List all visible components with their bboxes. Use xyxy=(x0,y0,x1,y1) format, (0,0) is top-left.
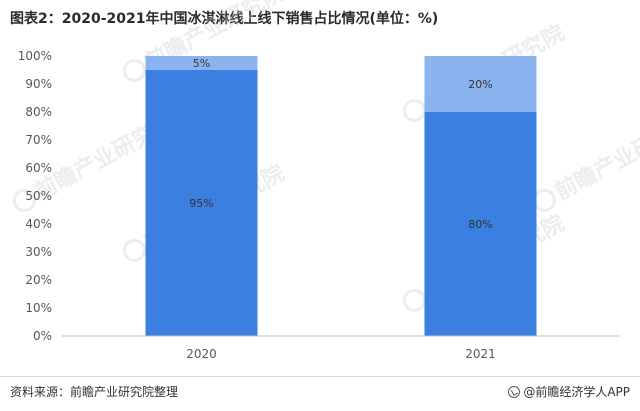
bar-value-label: 20% xyxy=(468,78,492,91)
y-tick-label: 30% xyxy=(25,245,52,259)
watermark-text: 前瞻产业研究院 xyxy=(551,110,640,205)
y-tick-label: 60% xyxy=(25,161,52,175)
bar-value-label: 80% xyxy=(468,218,492,231)
y-tick-label: 80% xyxy=(25,105,52,119)
x-axis: 2020 2021 xyxy=(62,335,620,361)
watermark: 前瞻产业研究院 xyxy=(532,110,640,212)
chart-title: 图表2：2020-2021年中国冰淇淋线上线下销售占比情况(单位：%) xyxy=(10,11,439,27)
bar-segment xyxy=(424,56,537,112)
y-tick-label: 40% xyxy=(25,217,52,231)
brand-logo-icon xyxy=(508,385,521,398)
brand-credit-text: @前瞻经济学人APP xyxy=(523,385,630,399)
y-tick-label: 90% xyxy=(25,77,52,91)
footer-divider xyxy=(0,376,640,377)
brand-credit: @前瞻经济学人APP xyxy=(508,383,630,400)
bar-value-label: 5% xyxy=(193,57,210,70)
y-tick-label: 70% xyxy=(25,133,52,147)
source-note: 资料来源：前瞻产业研究院整理 xyxy=(10,385,179,399)
y-tick-label: 50% xyxy=(25,189,52,203)
watermark-logo-icon xyxy=(122,238,146,262)
x-tick-label: 2021 xyxy=(465,347,496,361)
watermark-logo-icon xyxy=(122,58,146,82)
y-tick-label: 10% xyxy=(25,301,52,315)
watermark-logo-icon xyxy=(12,188,36,212)
y-tick-label: 20% xyxy=(25,273,52,287)
watermark-layer: 前瞻产业研究院前瞻产业研究院前瞻产业研究院前瞻产业研究院前瞻产业研究院前瞻产业研… xyxy=(12,0,640,312)
watermark-logo-icon xyxy=(402,98,426,122)
bar-segment xyxy=(424,112,537,336)
bar-segment xyxy=(145,56,258,70)
y-axis: 0% 10% 20% 30% 40% 50% 60% 70% 80% 90% 100% xyxy=(18,49,52,343)
bar-segment xyxy=(145,70,258,336)
y-tick-label: 100% xyxy=(18,49,52,63)
y-tick-label: 0% xyxy=(33,329,52,343)
bar-series: 95% 5% 80% 20% xyxy=(145,56,537,336)
watermark-logo-icon xyxy=(402,288,426,312)
bar-value-label: 95% xyxy=(189,197,213,210)
x-tick-label: 2020 xyxy=(186,347,217,361)
chart-plot: 前瞻产业研究院前瞻产业研究院前瞻产业研究院前瞻产业研究院前瞻产业研究院前瞻产业研… xyxy=(12,0,640,361)
